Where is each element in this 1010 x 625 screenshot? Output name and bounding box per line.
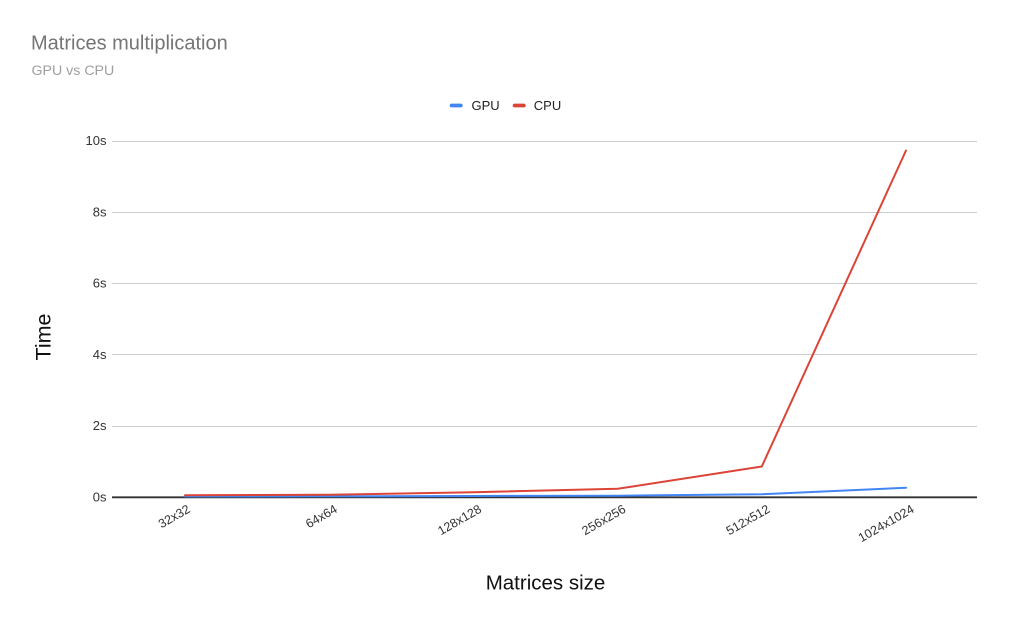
svg-text:Time: Time <box>32 314 56 361</box>
svg-text:Matrices size: Matrices size <box>486 572 606 595</box>
svg-text:2s: 2s <box>93 418 107 433</box>
svg-text:6s: 6s <box>93 276 107 291</box>
svg-text:Matrices multiplication: Matrices multiplication <box>31 33 228 55</box>
svg-text:CPU: CPU <box>534 98 561 113</box>
svg-text:8s: 8s <box>93 204 107 219</box>
svg-text:10s: 10s <box>86 133 107 148</box>
svg-text:4s: 4s <box>93 347 107 362</box>
svg-text:GPU: GPU <box>472 98 500 113</box>
svg-text:0s: 0s <box>93 489 107 504</box>
svg-text:GPU vs CPU: GPU vs CPU <box>32 63 115 79</box>
